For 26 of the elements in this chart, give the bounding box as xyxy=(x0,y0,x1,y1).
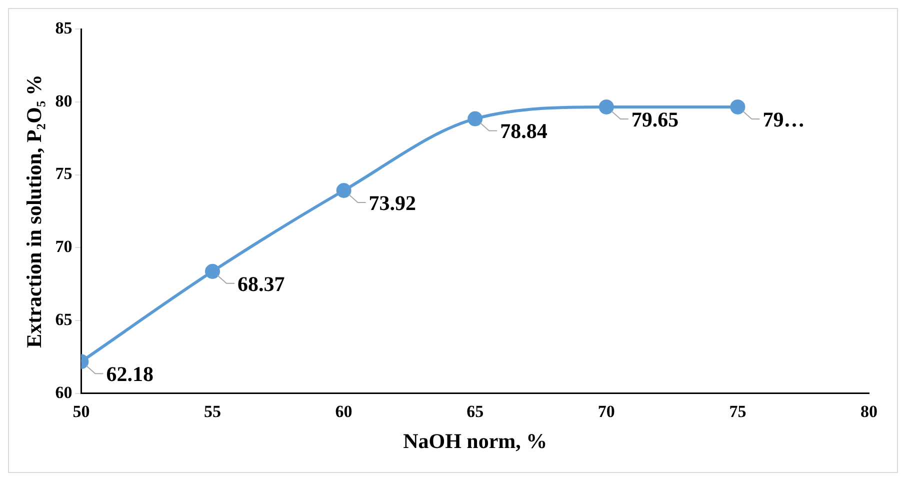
x-tick-label: 55 xyxy=(204,402,221,421)
y-tick-label: 85 xyxy=(55,18,72,38)
data-label: 79.65 xyxy=(631,107,679,132)
point xyxy=(205,264,220,279)
y-tick-label: 60 xyxy=(55,382,72,402)
x-axis-title: NaOH norm, % xyxy=(403,428,548,453)
point xyxy=(336,183,352,198)
data-label: 73.92 xyxy=(368,190,416,215)
data-label: 68.37 xyxy=(238,272,285,296)
x-tick-label: 50 xyxy=(72,402,90,421)
data-label: 79… xyxy=(762,107,805,132)
data-label: 78.84 xyxy=(500,119,548,144)
x-tick-label: 60 xyxy=(335,402,352,421)
point xyxy=(730,99,746,114)
y-axis-title: Extraction in solution, P₂O₅ % xyxy=(22,74,46,348)
y-tick-label: 65 xyxy=(55,310,72,329)
point xyxy=(598,99,614,114)
y-tick-label: 75 xyxy=(55,164,72,184)
y-tick-label: 70 xyxy=(55,237,72,256)
data-label: 62.18 xyxy=(106,362,154,386)
x-tick-label: 65 xyxy=(466,402,484,421)
x-tick-label: 70 xyxy=(598,402,615,421)
x-tick-label: 75 xyxy=(729,402,746,421)
x-tick-label: 80 xyxy=(860,402,878,421)
y-tick-label: 80 xyxy=(55,91,72,110)
point xyxy=(468,111,483,126)
